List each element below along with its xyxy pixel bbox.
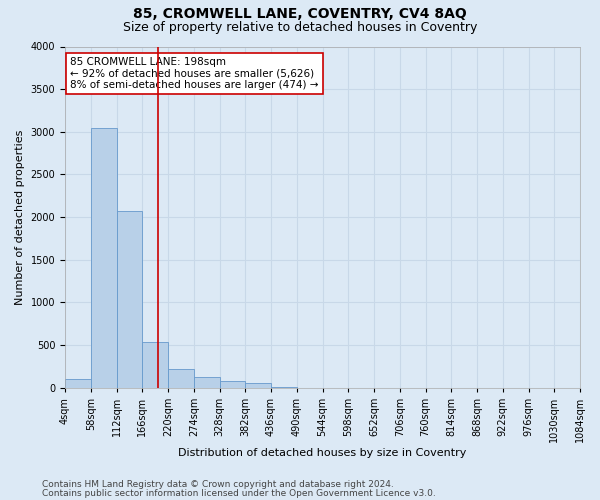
X-axis label: Distribution of detached houses by size in Coventry: Distribution of detached houses by size …: [178, 448, 467, 458]
Bar: [271, 387, 297, 388]
Bar: [168, 369, 194, 388]
Text: Contains public sector information licensed under the Open Government Licence v3: Contains public sector information licen…: [42, 489, 436, 498]
Bar: [220, 381, 245, 388]
Bar: [142, 342, 168, 388]
Bar: [91, 128, 116, 388]
Text: 85, CROMWELL LANE, COVENTRY, CV4 8AQ: 85, CROMWELL LANE, COVENTRY, CV4 8AQ: [133, 8, 467, 22]
Bar: [245, 384, 271, 388]
Y-axis label: Number of detached properties: Number of detached properties: [15, 130, 25, 305]
Text: 85 CROMWELL LANE: 198sqm
← 92% of detached houses are smaller (5,626)
8% of semi: 85 CROMWELL LANE: 198sqm ← 92% of detach…: [70, 56, 319, 90]
Bar: [194, 378, 220, 388]
Bar: [65, 379, 91, 388]
Bar: [116, 211, 142, 388]
Text: Contains HM Land Registry data © Crown copyright and database right 2024.: Contains HM Land Registry data © Crown c…: [42, 480, 394, 489]
Text: Size of property relative to detached houses in Coventry: Size of property relative to detached ho…: [123, 21, 477, 34]
